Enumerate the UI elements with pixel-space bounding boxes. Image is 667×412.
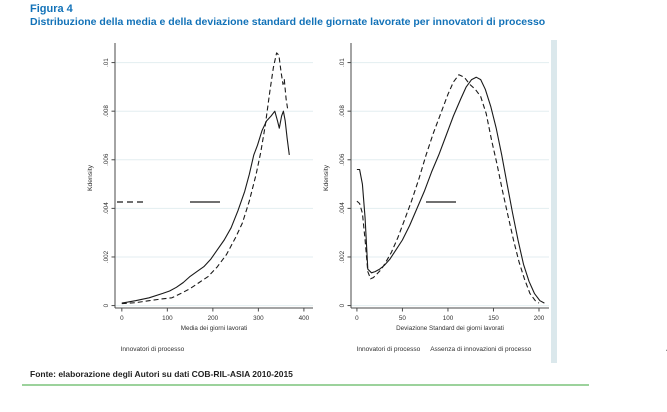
y-axis-title: Kdensity [87,164,94,191]
y-tick-label: .01 [339,58,346,67]
y-tick-label: .006 [339,153,346,166]
x-axis-title: Deviazione Standard dei giorni lavorati [396,325,504,332]
series-line-assenza-innovazioni [121,110,290,304]
figure-header: Figura 4 Distribuzione della media e del… [30,3,650,29]
y-tick-label: .004 [103,202,110,215]
footer-divider [22,384,589,386]
x-tick-label: 0 [120,315,124,322]
y-tick-label: .006 [103,153,110,166]
series-line-innovatori [121,52,289,305]
x-tick-label: 0 [355,315,359,322]
x-tick-label: 100 [162,315,173,322]
x-tick-label: 50 [399,315,407,322]
figure-label: Figura 4 [30,3,73,15]
x-tick-label: 150 [488,315,499,322]
kdensity-chart-devstd: 0 .002 .004 .006 .008 .01 0 50 100 150 200 Kdensity… [323,43,549,332]
x-tick-label: 300 [253,315,264,322]
legend-media: Innovatori di processo Assenza di innovaz… [85,201,531,357]
y-tick-label: .01 [103,58,110,67]
series-line-assenza-innovazioni [356,76,545,304]
legend-label: Assenza di innovazioni di processo [430,345,532,353]
y-axis-title: Kdensity [323,164,330,191]
y-tick-label: 0 [103,303,110,307]
figure-right-strip [551,40,557,363]
kdensity-chart-media: 0 .002 .004 .006 .008 .01 0 100 200 300 400 Kdensit… [87,43,313,332]
source-note: Fonte: elaborazione degli Autori su dati… [30,369,293,379]
legend-sample-solid-line [190,199,426,412]
figure-title: Distribuzione della media e della deviaz… [30,16,546,28]
y-tick-label: .008 [103,105,110,118]
legend-label: Innovatori di processo [120,345,185,353]
chart-panel-media: 0 .002 .004 .006 .008 .01 0 100 200 300 400 Kdensit… [85,40,531,362]
x-tick-label: 200 [208,315,219,322]
x-axis-title: Media dei giorni lavorati [181,325,248,332]
legend-label: Innovatori di processo [356,345,421,353]
series-line-innovatori [356,74,540,304]
x-tick-label: 200 [534,315,545,322]
y-tick-label: .004 [339,202,346,215]
y-tick-label: .002 [103,250,110,263]
x-tick-label: 100 [443,315,454,322]
y-tick-label: .002 [339,250,346,263]
y-tick-label: .008 [339,105,346,118]
y-tick-label: 0 [339,303,346,307]
legend-sample-solid-line [426,199,662,412]
legend-devstd: Innovatori di processo Assenza di innovaz… [116,201,667,357]
figure-area: 0 .002 .004 .006 .008 .01 0 100 200 300 400 Kdensit… [0,40,667,365]
legend-sample-dashed-line [0,199,117,412]
x-tick-label: 400 [299,315,310,322]
legend-sample-dashed-line [116,199,353,412]
chart-panel-devstd: 0 .002 .004 .006 .008 .01 0 50 100 150 200 Kdensity… [116,40,667,362]
